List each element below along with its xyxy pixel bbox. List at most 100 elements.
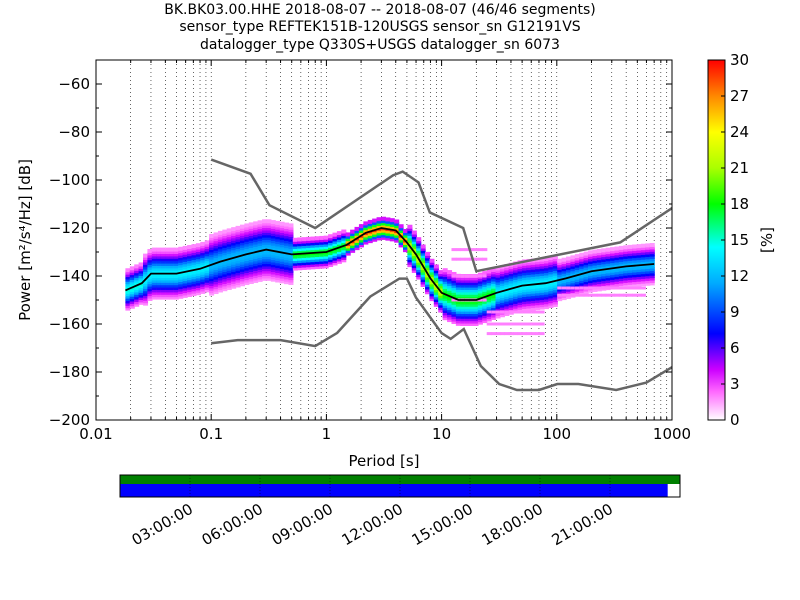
heatmap-cell [147,282,153,287]
heatmap-cell [486,310,492,314]
heatmap-cell [288,261,294,266]
heatmap-cell [548,287,554,292]
heatmap-cell [557,268,563,273]
heatmap-cell [147,265,153,270]
heatmap-cell [143,301,149,306]
heatmap-cell [336,240,342,245]
heatmap-cell [204,240,210,245]
heatmap-cell [376,217,382,222]
heatmap-cell [200,289,206,294]
heatmap-cell [169,276,175,281]
heatmap-cell [473,281,479,286]
heatmap-cell [508,293,514,298]
heatmap-cell [548,268,554,273]
heatmap-cell [469,319,475,324]
heatmap-cell [279,269,285,274]
heatmap-cell [204,259,210,264]
heatmap-cell [429,289,435,294]
heatmap-cell [649,276,655,281]
heatmap-cell [570,281,576,286]
heatmap-cell [262,221,268,226]
heatmap-cell [469,278,475,283]
heatmap-cell [473,295,479,300]
heatmap-cell [244,237,250,242]
heatmap-cell [209,277,215,282]
heatmap-cell [504,304,510,309]
heatmap-cell [469,276,475,281]
heatmap-cell [169,247,175,252]
heatmap-cell [385,231,391,236]
heatmap-cell [645,267,651,272]
heatmap-cell [151,257,157,262]
heatmap-cell [231,251,237,256]
heatmap-cell [262,252,268,257]
heatmap-cell [213,282,219,287]
heatmap-cell [530,277,536,282]
heatmap-cell [156,288,162,293]
heatmap-cell [270,239,276,244]
heatmap-cell [552,295,558,300]
heatmap-cell [543,278,550,283]
heatmap-cell [473,305,479,310]
heatmap-cell [314,245,320,250]
heatmap-cell [495,268,501,273]
heatmap-cell [182,277,188,282]
heatmap-cell [143,280,149,285]
heatmap-cell [151,286,157,290]
heatmap-cell [306,256,312,261]
heatmap-cell [200,253,206,258]
heatmap-cell [288,276,294,281]
heatmap-cell [451,312,457,317]
heatmap-cell [292,254,298,259]
heatmap-cell [248,222,254,227]
heatmap-cell [173,257,179,262]
heatmap-cell [640,277,646,282]
heatmap-cell [319,238,325,243]
heatmap-cell [173,266,179,271]
heatmap-cell [239,255,245,260]
heatmap-cell [213,256,219,261]
heatmap-cell [182,293,188,298]
heatmap-cell [125,299,131,304]
heatmap-cell [191,270,197,275]
heatmap-cell [284,248,290,253]
heatmap-cell [169,283,175,288]
heatmap-cell [464,307,470,312]
heatmap-cell [275,223,281,228]
heatmap-cell [618,257,624,262]
heatmap-cell [169,274,175,278]
heatmap-cell [517,286,523,291]
heatmap-cell [583,265,589,270]
heatmap-cell [235,271,241,276]
heatmap-cell [442,272,448,277]
heatmap-cell [323,245,329,250]
heatmap-cell [416,237,422,242]
heatmap-cell [469,305,475,310]
heatmap-cell [363,223,369,228]
heatmap-cell [482,283,488,288]
mode-line [125,227,655,301]
heatmap-cell [394,224,400,229]
timeline-tick-label: 12:00:00 [339,500,406,549]
heatmap-cell [151,274,157,278]
heatmap-cell [231,236,237,241]
heatmap-cell [292,247,298,252]
heatmap-cell [389,218,395,223]
heatmap-cell [156,281,162,286]
heatmap-cell [138,274,144,279]
heatmap-cell [438,308,444,313]
heatmap-cell [455,285,461,290]
heatmap-cell [596,275,602,280]
heatmap-cell [623,259,629,264]
heatmap-cell [451,298,457,302]
heatmap-cell [574,258,580,263]
heatmap-cell [209,255,215,260]
heatmap-cell [266,221,272,226]
heatmap-cell [517,322,523,326]
heatmap-cell [239,251,245,256]
heatmap-cell [425,256,431,261]
heatmap-cell [345,239,351,244]
heatmap-cell [239,224,245,229]
heatmap-cell [217,264,223,269]
heatmap-cell [244,223,250,228]
